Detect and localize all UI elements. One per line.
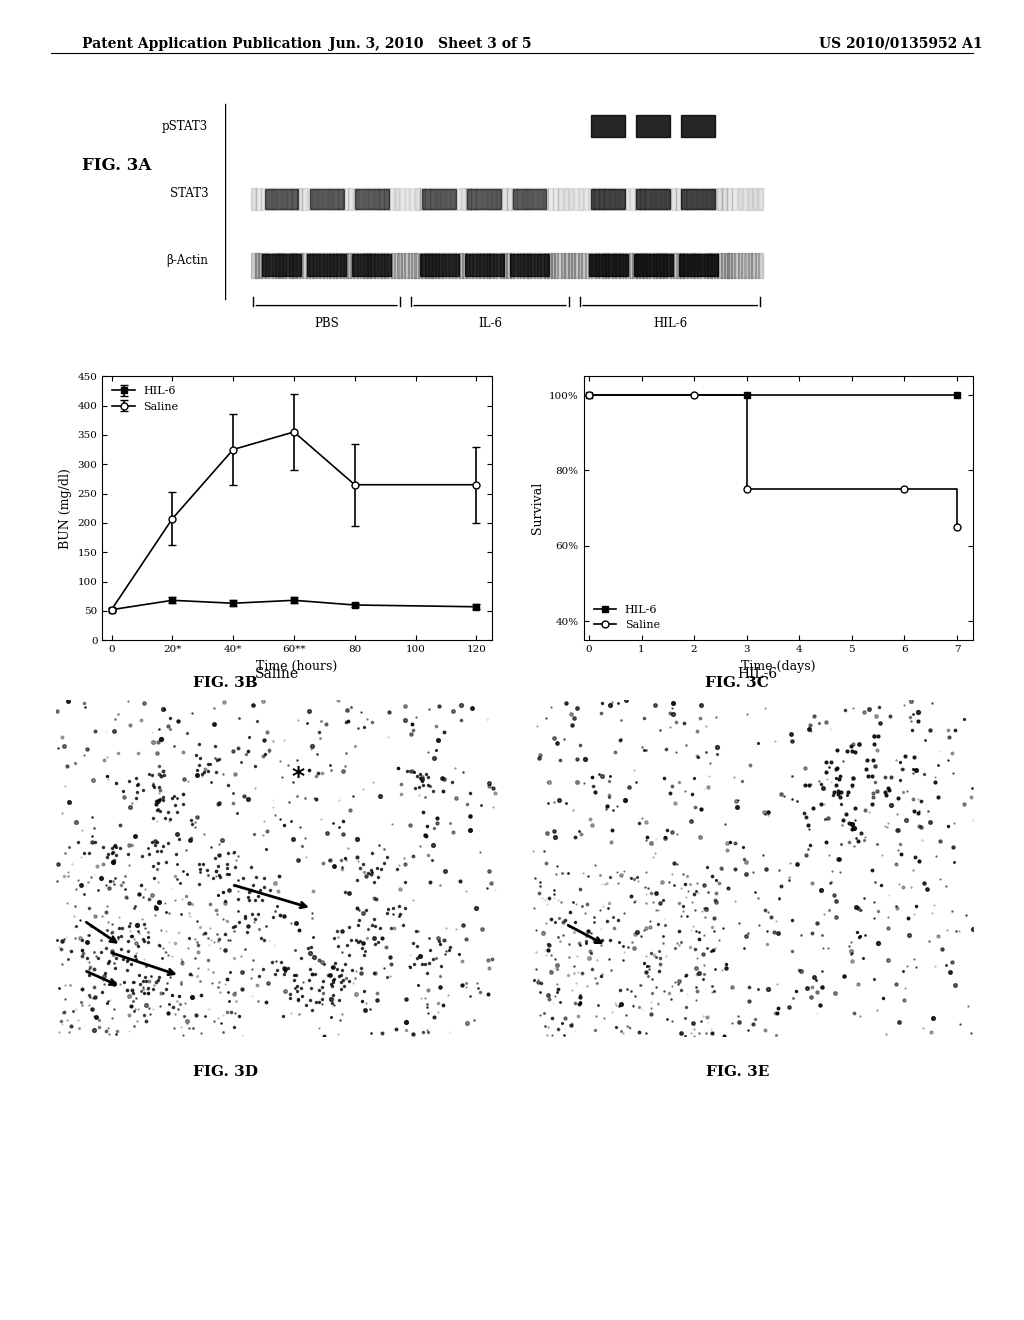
Text: FIG. 3B: FIG. 3B xyxy=(193,676,258,690)
Legend: HIL-6, Saline: HIL-6, Saline xyxy=(108,381,183,416)
Bar xyxy=(592,189,625,209)
X-axis label: Time (days): Time (days) xyxy=(741,660,815,673)
Bar xyxy=(264,189,299,209)
Y-axis label: BUN (mg/dl): BUN (mg/dl) xyxy=(59,467,72,549)
Text: Jun. 3, 2010   Sheet 3 of 5: Jun. 3, 2010 Sheet 3 of 5 xyxy=(329,37,531,51)
Text: HIL-6: HIL-6 xyxy=(653,317,687,330)
Bar xyxy=(679,253,718,276)
Bar xyxy=(592,115,625,137)
Text: STAT3: STAT3 xyxy=(170,187,209,199)
Bar xyxy=(420,253,459,276)
Text: FIG. 3E: FIG. 3E xyxy=(706,1065,769,1080)
Bar xyxy=(510,253,549,276)
Text: FIG. 3D: FIG. 3D xyxy=(193,1065,258,1080)
Bar xyxy=(352,253,391,276)
Text: US 2010/0135952 A1: US 2010/0135952 A1 xyxy=(819,37,983,51)
Text: IL-6: IL-6 xyxy=(478,317,502,330)
Text: HIL-6: HIL-6 xyxy=(737,667,778,681)
Bar xyxy=(309,189,344,209)
Bar xyxy=(589,253,628,276)
Text: β-Actin: β-Actin xyxy=(167,255,209,267)
X-axis label: Time (hours): Time (hours) xyxy=(256,660,338,673)
Text: *: * xyxy=(292,764,305,789)
Legend: HIL-6, Saline: HIL-6, Saline xyxy=(589,601,665,635)
Text: Patent Application Publication: Patent Application Publication xyxy=(82,37,322,51)
Bar xyxy=(262,253,301,276)
Bar xyxy=(634,253,673,276)
Bar xyxy=(465,253,504,276)
Text: pSTAT3: pSTAT3 xyxy=(162,120,209,132)
Text: FIG. 3A: FIG. 3A xyxy=(82,157,152,173)
Bar xyxy=(637,189,671,209)
Bar xyxy=(637,115,671,137)
Bar xyxy=(682,189,716,209)
Bar xyxy=(423,189,457,209)
Text: FIG. 3C: FIG. 3C xyxy=(706,676,769,690)
Text: PBS: PBS xyxy=(314,317,339,330)
Y-axis label: Survival: Survival xyxy=(530,482,544,535)
Bar xyxy=(467,189,502,209)
Bar xyxy=(682,115,716,137)
Bar xyxy=(355,189,389,209)
Bar xyxy=(513,189,547,209)
Bar xyxy=(307,253,346,276)
Text: Saline: Saline xyxy=(254,667,299,681)
